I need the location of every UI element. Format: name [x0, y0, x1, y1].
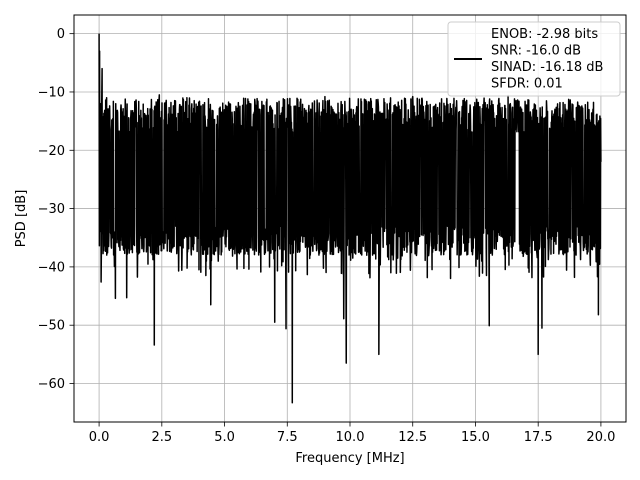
x-tick-label: 17.5: [524, 430, 553, 445]
legend-box: [447, 21, 621, 97]
legend-snr: SNR: -16.0 dB: [491, 44, 581, 59]
legend-sfdr: SFDR: 0.01: [491, 77, 563, 92]
y-tick-label: −50: [38, 319, 65, 334]
axis-ticks: 0.0 2.5 5.0 7.5 10.0 12.5 15.0 17.5 20.0 0 −10 −20 −…: [38, 27, 616, 445]
y-tick-label: −10: [38, 85, 65, 100]
x-tick-label: 7.5: [277, 430, 298, 445]
y-axis-label: PSD [dB]: [14, 190, 29, 248]
y-tick-label: −20: [38, 144, 65, 159]
x-tick-label: 20.0: [586, 430, 615, 445]
series-line: [98, 33, 602, 404]
x-tick-label: 2.5: [151, 430, 172, 445]
legend-enob: ENOB: -2.98 bits: [491, 27, 598, 42]
y-tick-label: −30: [38, 202, 65, 217]
legend-sinad: SINAD: -16.18 dB: [491, 60, 603, 75]
x-tick-label: 5.0: [214, 430, 235, 445]
y-tick-label: −60: [38, 377, 65, 392]
x-tick-label: 0.0: [89, 430, 110, 445]
y-tick-label: 0: [57, 27, 65, 42]
x-tick-label: 12.5: [398, 430, 427, 445]
series-psd: [98, 33, 602, 404]
x-axis-label: Frequency [MHz]: [295, 451, 404, 466]
y-tick-label: −40: [38, 260, 65, 275]
x-tick-label: 15.0: [461, 430, 490, 445]
x-tick-label: 10.0: [336, 430, 365, 445]
legend: ENOB: -2.98 bits SNR: -16.0 dB SINAD: -1…: [447, 21, 621, 97]
